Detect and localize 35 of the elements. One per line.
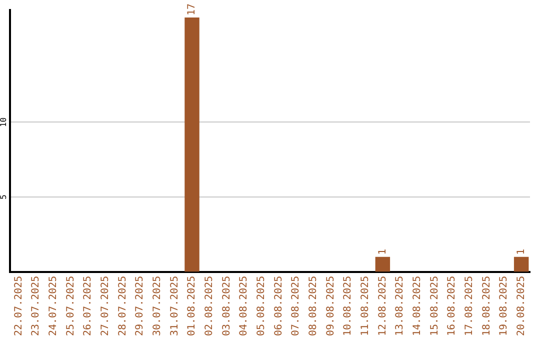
x-tick-label: 03.08.2025 [221,276,232,336]
x-tick-label: 26.07.2025 [82,276,94,336]
x-tick-label: 30.07.2025 [152,276,163,336]
x-tick-label: 15.08.2025 [429,276,440,336]
x-tick-label: 11.08.2025 [360,276,371,336]
x-tick-label: 25.07.2025 [65,276,76,336]
x-tick-label: 19.08.2025 [498,276,510,336]
y-tick-label: 5 [0,194,8,200]
x-tick-label: 18.08.2025 [481,276,492,336]
x-tick-label: 01.08.2025 [186,276,198,336]
x-tick-label: 24.07.2025 [48,276,59,336]
y-tick-label: 10 [0,117,8,128]
x-tick-label: 20.08.2025 [516,276,527,336]
x-tick-label: 05.08.2025 [256,276,267,336]
x-tick-label: 02.08.2025 [204,276,215,336]
x-tick-label: 06.08.2025 [273,276,284,336]
x-tick-label: 07.08.2025 [290,276,302,336]
x-tick-label: 10.08.2025 [342,276,354,336]
data-label: 1 [516,248,527,255]
x-tick-label: 27.07.2025 [100,276,111,336]
x-tick-label: 08.08.2025 [308,276,319,336]
x-tick-label: 22.07.2025 [13,276,24,336]
data-label: 1 [377,248,388,255]
data-label: 17 [186,3,198,16]
x-tick-label: 29.07.2025 [134,276,146,336]
x-tick-label: 23.07.2025 [30,276,42,336]
x-tick-label: 28.07.2025 [117,276,128,336]
x-tick-label: 17.08.2025 [464,276,475,336]
x-tick-label: 04.08.2025 [238,276,250,336]
x-tick-label: 13.08.2025 [394,276,406,336]
x-tick-label: 14.08.2025 [412,276,423,336]
x-tick-label: 09.08.2025 [325,276,336,336]
x-tick-label: 31.07.2025 [169,276,180,336]
x-tick-label: 12.08.2025 [377,276,388,336]
x-tick-label: 16.08.2025 [446,276,458,336]
